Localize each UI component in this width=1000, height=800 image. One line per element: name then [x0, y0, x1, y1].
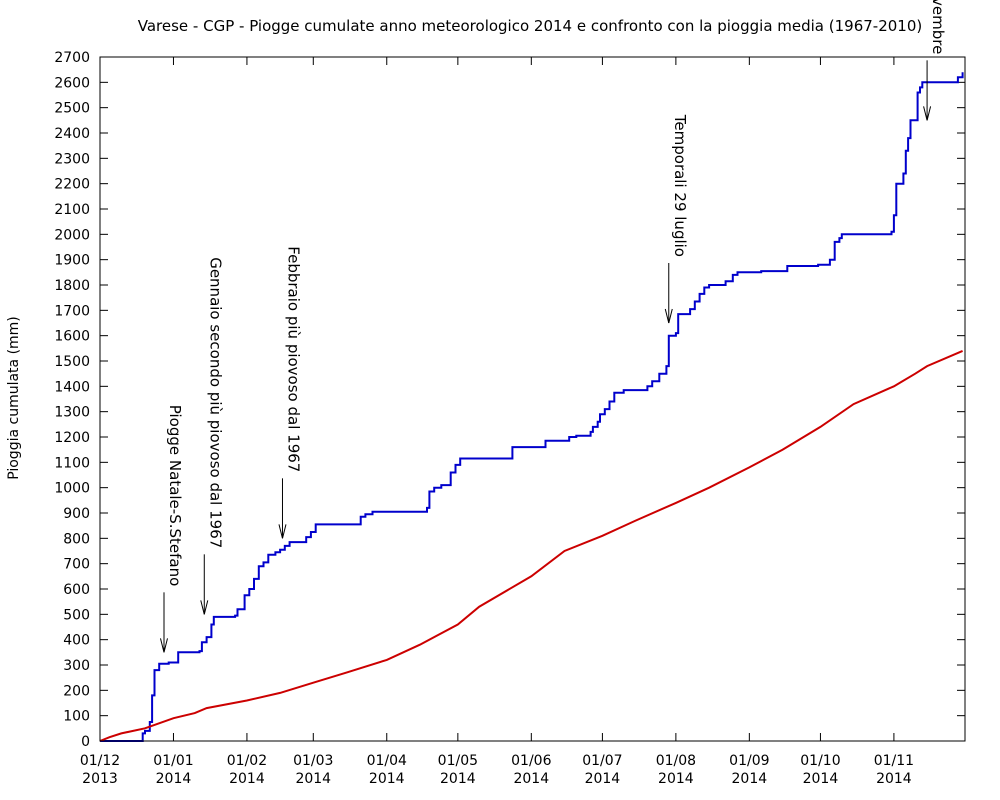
- y-tick-label: 600: [63, 582, 90, 598]
- y-axis: 0 100 200 300 400 500 600 700 800 900 1000 1100 1200…: [54, 50, 965, 750]
- x-tick-year-label: 2014: [156, 771, 192, 787]
- x-tick-year-label: 2014: [876, 771, 912, 787]
- x-tick-year-label: 2014: [229, 771, 265, 787]
- series-layer: [99, 72, 964, 742]
- annotation-label: Febbraio più piovoso dal 1967: [285, 246, 303, 472]
- x-tick-year-label: 2014: [732, 771, 768, 787]
- x-tick-year-label: 2014: [513, 771, 549, 787]
- y-tick-label: 1200: [54, 430, 90, 446]
- x-tick-label: 01/07: [582, 753, 622, 769]
- annotation-arrowhead: [664, 308, 673, 324]
- annotation-arrowhead: [278, 524, 287, 539]
- x-tick-year-label: 2014: [803, 771, 839, 787]
- x-tick-year-label: 2014: [658, 771, 694, 787]
- y-tick-label: 1800: [54, 278, 90, 294]
- x-tick-year-label: 2014: [585, 771, 621, 787]
- series-line-average: [99, 349, 963, 742]
- y-tick-label: 200: [63, 683, 90, 699]
- plot-frame: [99, 56, 966, 742]
- x-tick-label: 01/09: [729, 753, 769, 769]
- annotation-label: Alluvioni novembre: [929, 0, 947, 54]
- annotation-label: Piogge Natale-S.Stefano: [166, 405, 184, 586]
- x-tick-label: 01/06: [511, 753, 551, 769]
- annotation-arrowhead: [923, 106, 932, 121]
- x-tick-label: 01/11: [874, 753, 914, 769]
- x-tick-label: 01/08: [656, 753, 696, 769]
- y-tick-label: 2200: [54, 177, 90, 193]
- y-tick-label: 1300: [54, 405, 90, 421]
- annotations-layer: Piogge Natale-S.Stefano Gennaio secondo p…: [160, 0, 947, 653]
- chart-title: Varese - CGP - Piogge cumulate anno mete…: [138, 17, 922, 35]
- series-line-2014: [100, 72, 964, 742]
- y-tick-label: 900: [63, 506, 90, 522]
- x-tick-label: 01/12: [80, 753, 120, 769]
- y-tick-label: 2700: [54, 50, 90, 66]
- x-tick-label: 01/05: [438, 753, 478, 769]
- y-tick-label: 700: [63, 557, 90, 573]
- annotation-arrowhead: [160, 638, 168, 653]
- y-tick-label: 1700: [54, 303, 90, 319]
- x-axis: 01/12 2013 01/01 2014 01/02 2014 01/03 2014 01/0…: [80, 57, 914, 787]
- y-tick-label: 2500: [54, 101, 90, 117]
- y-tick-label: 2300: [54, 151, 90, 167]
- x-tick-label: 01/10: [800, 753, 840, 769]
- annotation-label: Gennaio secondo più piovoso dal 1967: [206, 257, 224, 548]
- y-tick-label: 1100: [54, 455, 90, 471]
- y-tick-label: 1400: [54, 379, 90, 395]
- x-tick-label: 01/04: [367, 753, 407, 769]
- x-tick-label: 01/03: [293, 753, 333, 769]
- y-tick-label: 400: [63, 633, 90, 649]
- x-tick-year-label: 2013: [82, 771, 118, 787]
- y-tick-label: 1500: [54, 354, 90, 370]
- y-tick-label: 100: [63, 709, 90, 725]
- y-tick-label: 2100: [54, 202, 90, 218]
- y-axis-label: Pioggia cumulata (mm): [6, 316, 22, 480]
- y-tick-label: 1000: [54, 481, 90, 497]
- x-tick-year-label: 2014: [440, 771, 476, 787]
- x-tick-label: 01/01: [153, 753, 193, 769]
- annotation-arrowhead: [200, 600, 209, 615]
- y-tick-label: 1600: [54, 329, 90, 345]
- y-tick-label: 0: [81, 734, 90, 750]
- x-tick-year-label: 2014: [295, 771, 331, 787]
- y-tick-label: 2400: [54, 126, 90, 142]
- x-tick-label: 01/02: [227, 753, 267, 769]
- y-tick-label: 2600: [54, 75, 90, 91]
- y-tick-label: 2000: [54, 227, 90, 243]
- y-tick-label: 800: [63, 531, 90, 547]
- x-tick-year-label: 2014: [369, 771, 405, 787]
- y-tick-label: 1900: [54, 253, 90, 269]
- y-tick-label: 300: [63, 658, 90, 674]
- y-tick-label: 500: [63, 607, 90, 623]
- annotation-label: Temporali 29 luglio: [671, 114, 689, 257]
